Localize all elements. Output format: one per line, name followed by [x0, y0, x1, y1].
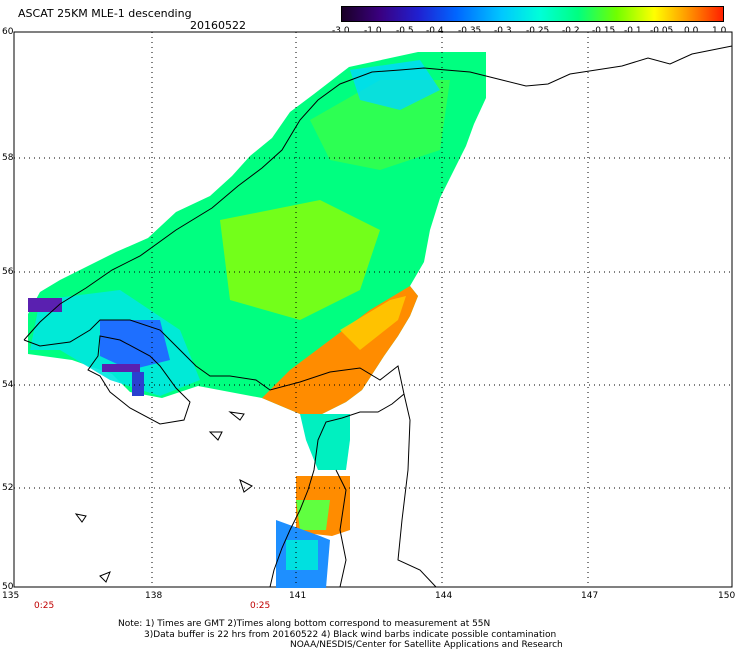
plot-title: ASCAT 25KM MLE-1 descending	[18, 7, 192, 20]
lat-label: 56	[2, 267, 14, 277]
cbar-label: -0.35	[458, 26, 482, 36]
note-line-3: NOAA/NESDIS/Center for Satellite Applica…	[290, 640, 563, 650]
cbar-label: 1.0	[712, 26, 727, 36]
cbar-label: -0.4	[426, 26, 444, 36]
time-label: 0:25	[34, 601, 55, 611]
lon-label: 150	[718, 591, 736, 601]
lon-label: 144	[435, 591, 453, 601]
note-line-1: Note: 1) Times are GMT 2)Times along bot…	[118, 619, 491, 629]
coastline	[23, 45, 733, 588]
cbar-label: -0.1	[624, 26, 642, 36]
cbar-label: 0.0	[684, 26, 699, 36]
cbar-label: -1.0	[364, 26, 382, 36]
lat-label: 50	[2, 582, 14, 592]
cbar-label: -3.0	[332, 26, 350, 36]
colorbar	[341, 6, 724, 22]
lon-label: 147	[581, 591, 599, 601]
lat-label: 60	[2, 27, 14, 37]
data-swath	[28, 52, 486, 588]
cbar-label: -0.2	[562, 26, 580, 36]
cbar-label: -0.15	[592, 26, 616, 36]
time-label: 0:25	[250, 601, 271, 611]
cbar-label: -0.05	[650, 26, 674, 36]
lon-label: 135	[2, 591, 20, 601]
lon-label: 138	[145, 591, 163, 601]
lat-label: 54	[2, 380, 14, 390]
cbar-label: -0.25	[526, 26, 550, 36]
lon-label: 141	[289, 591, 307, 601]
lat-label: 52	[2, 483, 14, 493]
lat-label: 58	[2, 153, 14, 163]
cbar-label: -0.3	[494, 26, 512, 36]
plot-date: 20160522	[190, 19, 246, 32]
note-line-2: 3)Data buffer is 22 hrs from 20160522 4)…	[144, 630, 557, 640]
cbar-label: -0.5	[396, 26, 414, 36]
